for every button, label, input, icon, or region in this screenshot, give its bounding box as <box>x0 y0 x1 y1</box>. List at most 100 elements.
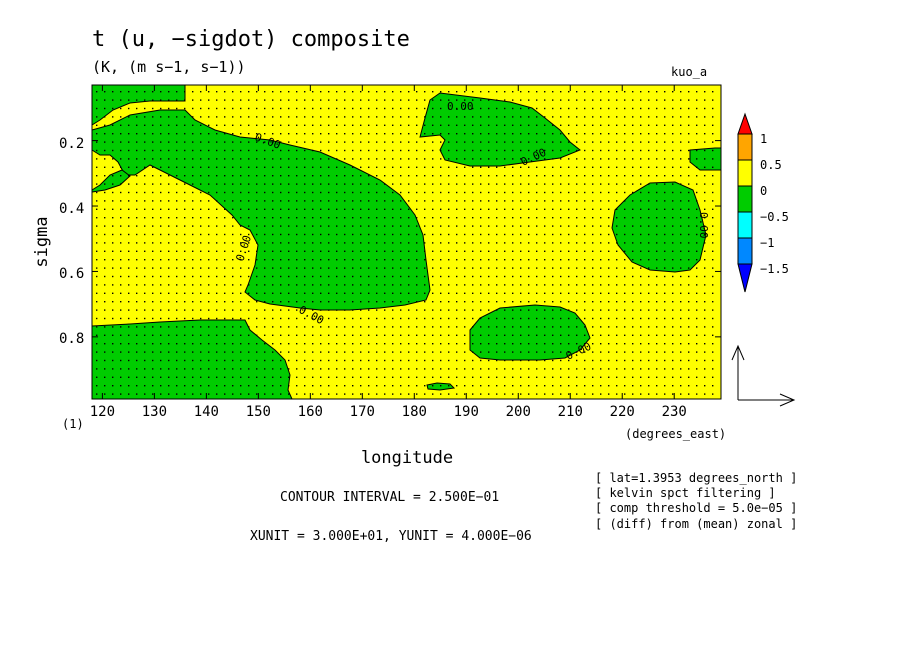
vector-dot <box>520 385 522 387</box>
vector-dot <box>200 233 202 236</box>
vector-dot <box>112 301 114 303</box>
vector-dot <box>280 200 282 202</box>
vector-dot <box>632 107 634 110</box>
vector-dot <box>472 116 474 118</box>
vector-dot <box>216 200 218 202</box>
vector-dot <box>160 242 162 244</box>
vector-dot <box>144 200 146 202</box>
vector-dot <box>368 292 370 294</box>
vector-dot <box>408 233 410 236</box>
vector-dot <box>648 259 650 261</box>
vector-dot <box>600 309 602 311</box>
vector-dot <box>264 200 266 202</box>
vector-dot <box>600 275 602 278</box>
vector-dot <box>712 359 714 362</box>
vector-dot <box>240 166 242 168</box>
vector-dot <box>680 351 682 353</box>
vector-dot <box>272 259 274 261</box>
vector-dot <box>584 301 586 303</box>
vector-dot <box>656 107 658 110</box>
vector-dot <box>360 233 362 236</box>
vector-dot <box>96 158 98 160</box>
vector-dot <box>312 250 314 252</box>
vector-dot <box>112 208 114 210</box>
vector-dot <box>408 351 410 353</box>
vector-dot <box>632 393 634 395</box>
vector-dot <box>496 284 498 286</box>
vector-dot <box>504 326 506 328</box>
vector-dot <box>552 217 554 219</box>
vector-dot <box>376 183 378 185</box>
vector-dot <box>184 99 186 101</box>
vector-dot <box>96 301 98 303</box>
vector-dot <box>464 250 466 252</box>
vector-dot <box>232 166 234 168</box>
vector-dot <box>272 309 274 311</box>
vector-dot <box>608 208 610 210</box>
vector-dot <box>200 99 202 101</box>
vector-dot <box>536 250 538 252</box>
vector-dot <box>568 385 570 387</box>
vector-dot <box>192 309 194 311</box>
vector-dot <box>128 242 130 244</box>
vector-dot <box>136 292 138 294</box>
vector-dot <box>456 116 458 118</box>
vector-dot <box>216 292 218 294</box>
vector-dot <box>664 317 666 320</box>
vector-dot <box>384 175 386 177</box>
vector-dot <box>504 301 506 303</box>
vector-dot <box>656 166 658 168</box>
vector-dot <box>304 309 306 311</box>
vector-dot <box>392 275 394 278</box>
vector-dot <box>176 158 178 160</box>
vector-dot <box>568 292 570 294</box>
vector-dot <box>680 242 682 244</box>
vector-dot <box>656 351 658 353</box>
vector-dot <box>344 259 346 261</box>
vector-dot <box>664 99 666 101</box>
vector-dot <box>712 267 714 269</box>
vector-dot <box>240 385 242 387</box>
vector-dot <box>536 385 538 387</box>
vector-dot <box>208 359 210 362</box>
vector-dot <box>136 133 138 135</box>
vector-dot <box>280 351 282 353</box>
vector-dot <box>96 183 98 185</box>
vector-dot <box>584 284 586 286</box>
vector-dot <box>464 242 466 244</box>
vector-dot <box>296 124 298 126</box>
vector-dot <box>488 309 490 311</box>
vector-dot <box>688 250 690 252</box>
vector-dot <box>312 175 314 177</box>
vector-dot <box>712 149 714 152</box>
vector-dot <box>200 259 202 261</box>
vector-dot <box>416 191 418 194</box>
vector-dot <box>496 233 498 236</box>
vector-dot <box>160 351 162 353</box>
vector-dot <box>232 242 234 244</box>
vector-dot <box>616 309 618 311</box>
vector-dot <box>664 359 666 362</box>
vector-dot <box>376 351 378 353</box>
vector-dot <box>632 259 634 261</box>
vector-dot <box>672 166 674 168</box>
vector-dot <box>584 351 586 353</box>
vector-dot <box>216 124 218 126</box>
vector-dot <box>696 91 698 93</box>
vector-dot <box>480 334 482 336</box>
vector-dot <box>104 107 106 110</box>
vector-dot <box>200 275 202 278</box>
vector-dot <box>496 200 498 202</box>
vector-dot <box>448 326 450 328</box>
vector-dot <box>312 301 314 303</box>
vector-dot <box>152 334 154 336</box>
vector-dot <box>296 393 298 395</box>
vector-dot <box>144 259 146 261</box>
vector-dot <box>344 208 346 210</box>
vector-dot <box>568 149 570 152</box>
vector-dot <box>184 317 186 320</box>
vector-dot <box>568 309 570 311</box>
vector-dot <box>160 107 162 110</box>
vector-dot <box>552 343 554 345</box>
vector-dot <box>224 301 226 303</box>
